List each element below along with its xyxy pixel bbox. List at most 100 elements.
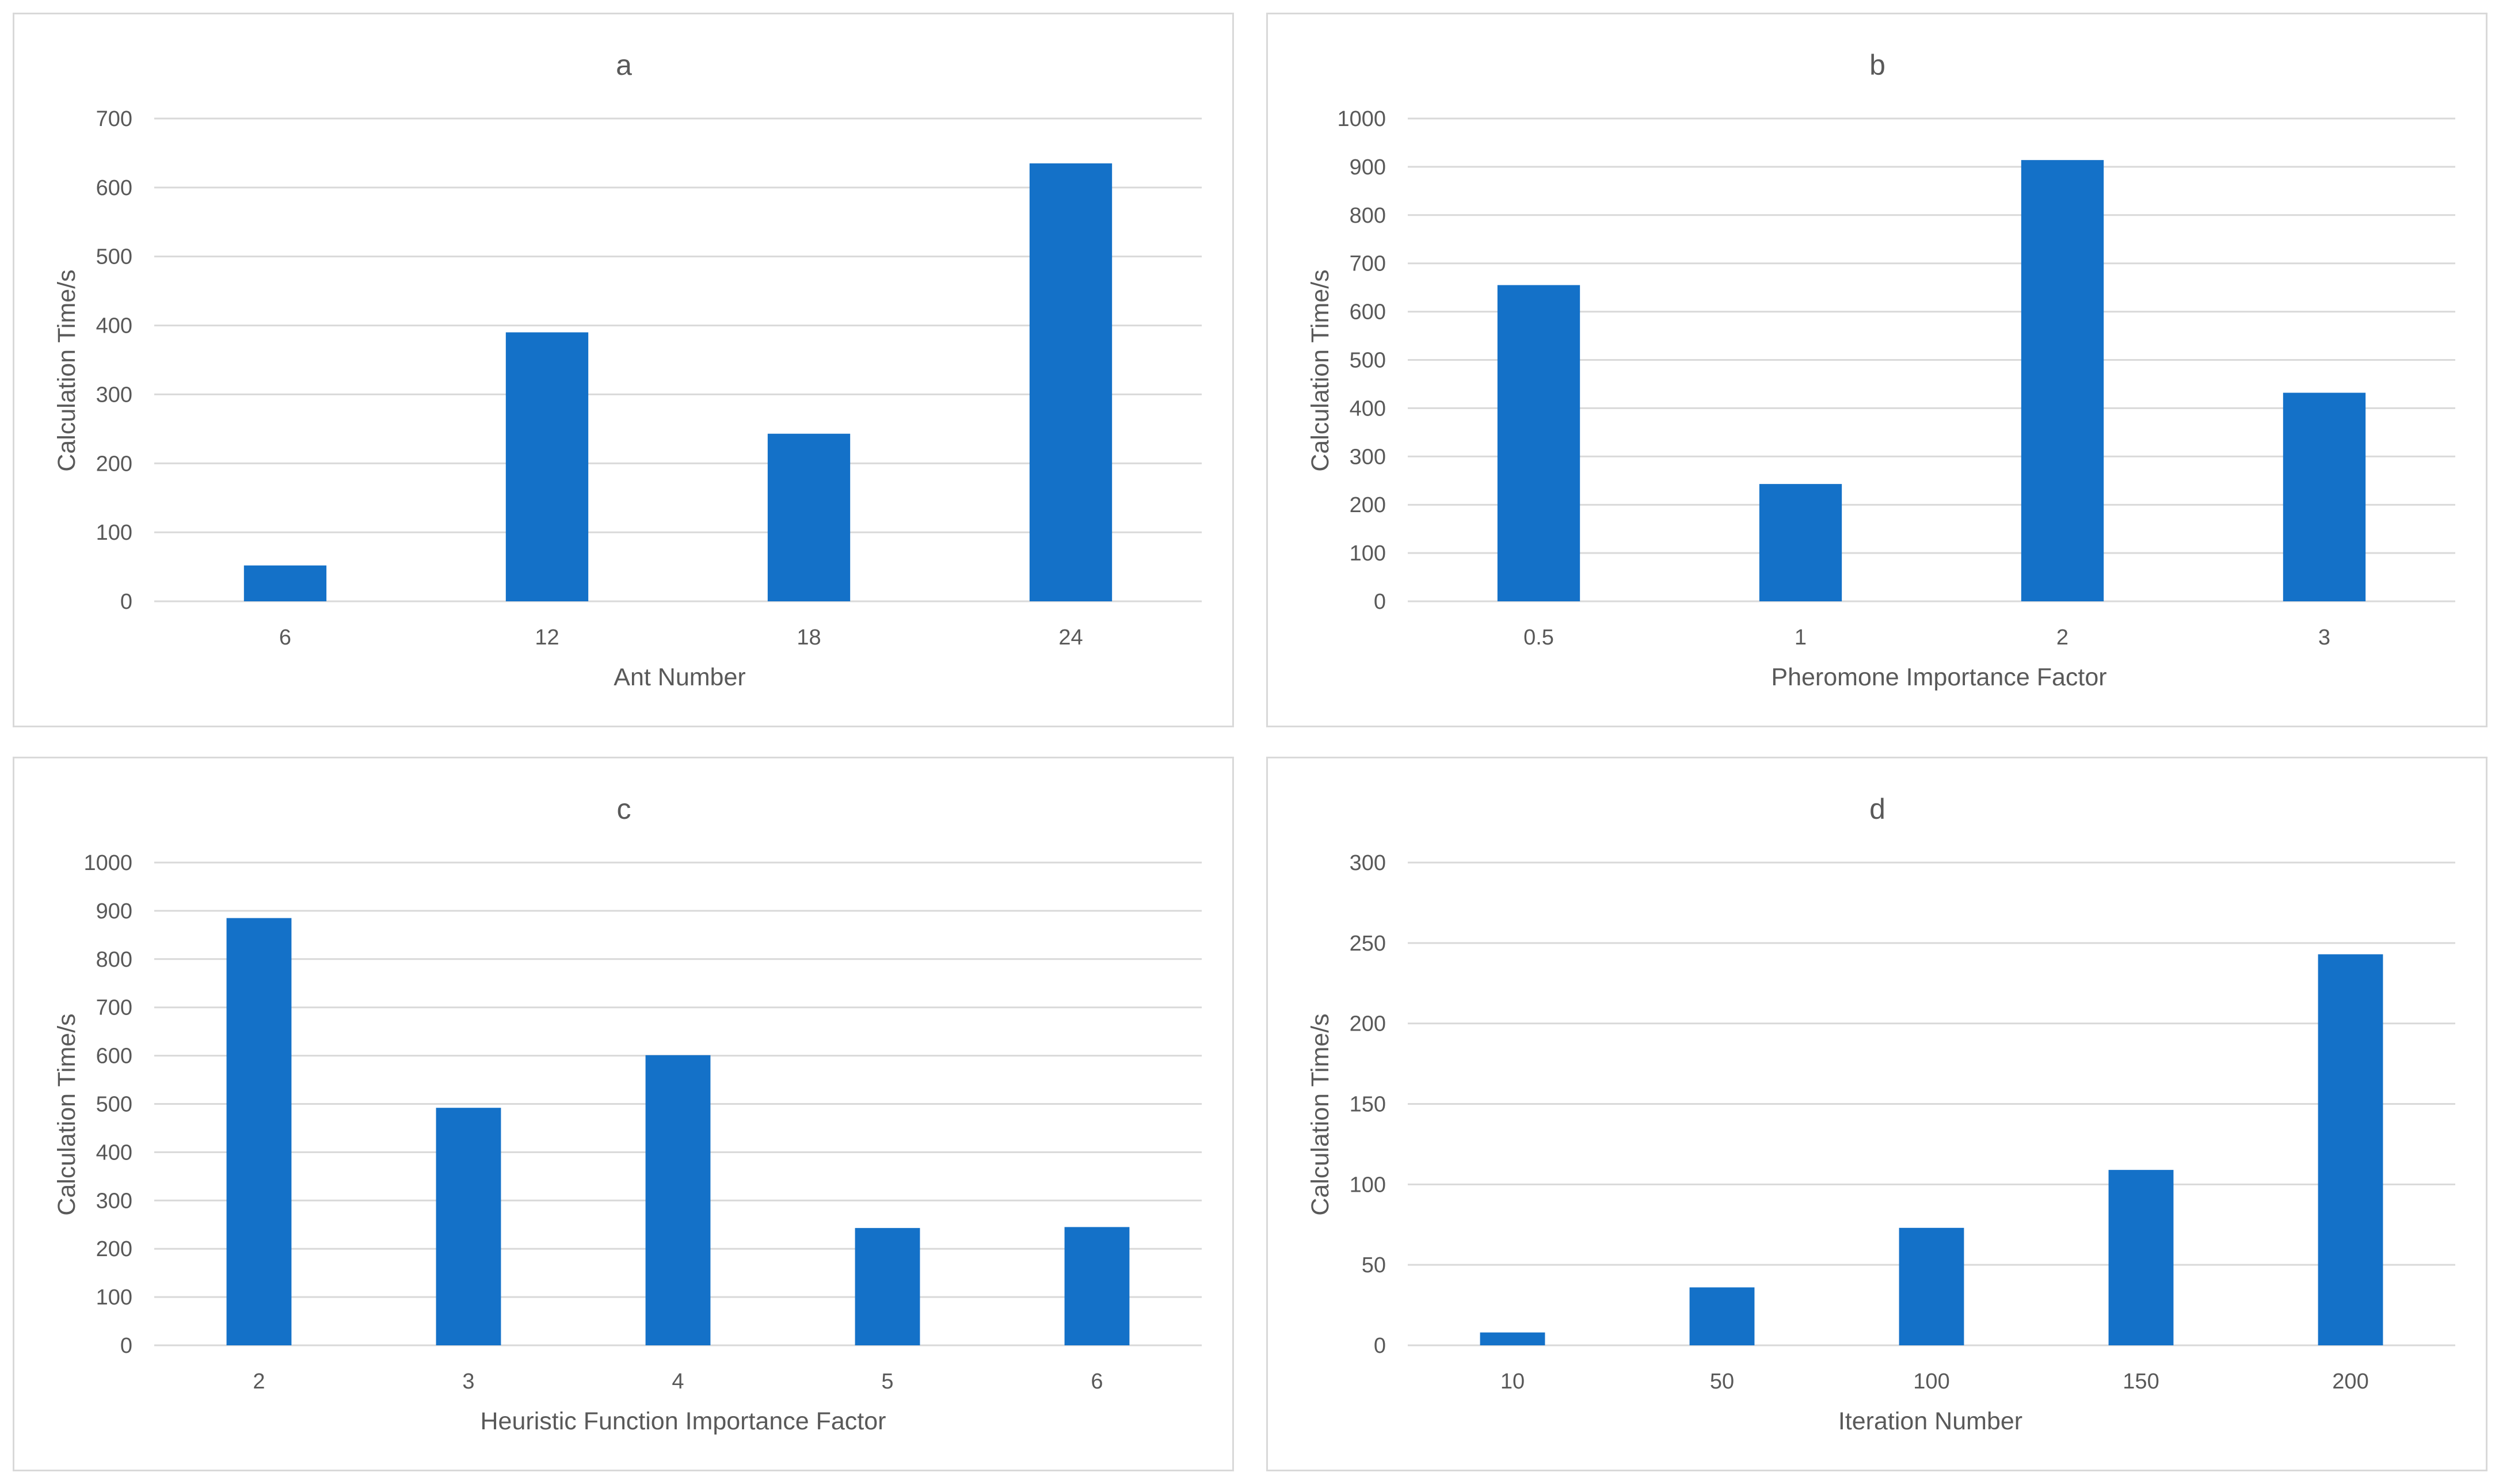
y-axis-label: Calculation Time/s xyxy=(53,1013,81,1215)
bar-2 xyxy=(2021,160,2104,601)
chart-panel-c: c Calculation Time/s Heuristic Function … xyxy=(13,757,1234,1471)
y-tick-label: 600 xyxy=(96,176,132,200)
bars xyxy=(1497,160,2366,602)
chart-title: b xyxy=(1869,49,1885,81)
gridlines xyxy=(1408,117,2455,602)
chart-a: a Calculation Time/s Ant Number 0 100 200 3… xyxy=(53,49,1202,691)
y-tick-label: 400 xyxy=(96,1140,132,1165)
x-tick-label: 10 xyxy=(1500,1369,1525,1394)
y-tick-label: 0 xyxy=(120,590,132,614)
y-axis-label: Calculation Time/s xyxy=(53,269,81,471)
x-tick-label: 6 xyxy=(1091,1369,1103,1394)
y-tick-label: 900 xyxy=(96,899,132,924)
bar-12 xyxy=(505,332,589,601)
bar-100 xyxy=(1899,1227,1964,1345)
y-tick-label: 1000 xyxy=(1337,107,1386,131)
chart-title: d xyxy=(1869,793,1885,825)
bar-3 xyxy=(436,1108,501,1345)
x-tick-labels: 0.5 1 2 3 xyxy=(1523,625,2330,650)
y-tick-label: 150 xyxy=(1350,1093,1386,1117)
bar-1 xyxy=(1759,484,1842,601)
y-tick-label: 700 xyxy=(96,996,132,1020)
x-axis-label: Pheromone Importance Factor xyxy=(1771,663,2106,691)
y-tick-label: 300 xyxy=(96,383,132,407)
chart-d: d Calculation Time/s Iteration Number 0 5… xyxy=(1306,793,2455,1435)
x-tick-label: 1 xyxy=(1795,625,1807,650)
y-tick-label: 500 xyxy=(96,1093,132,1117)
bar-24 xyxy=(1029,163,1113,602)
y-tick-label: 400 xyxy=(96,314,132,338)
bar-6 xyxy=(1064,1227,1130,1345)
x-tick-label: 3 xyxy=(462,1369,474,1394)
y-tick-label: 200 xyxy=(96,1237,132,1261)
x-tick-label: 3 xyxy=(2318,625,2330,650)
y-tick-label: 100 xyxy=(1350,541,1386,566)
x-tick-label: 50 xyxy=(1710,1369,1734,1394)
y-tick-label: 200 xyxy=(1350,493,1386,517)
y-tick-label: 0 xyxy=(120,1334,132,1358)
bar-3 xyxy=(2283,392,2366,601)
y-tick-label: 600 xyxy=(96,1044,132,1069)
chart-title: a xyxy=(616,49,632,81)
y-tick-label: 800 xyxy=(96,948,132,972)
y-tick-label: 300 xyxy=(96,1189,132,1213)
y-tick-label: 300 xyxy=(1350,851,1386,875)
bars xyxy=(226,918,1130,1345)
bars xyxy=(1480,954,2383,1345)
y-tick-labels: 0 100 200 300 400 500 600 700 800 900 1000 xyxy=(1337,107,1386,614)
y-tick-label: 500 xyxy=(96,245,132,269)
x-tick-label: 150 xyxy=(2123,1369,2159,1394)
y-tick-label: 200 xyxy=(1350,1012,1386,1036)
y-tick-label: 100 xyxy=(96,521,132,545)
bar-4 xyxy=(645,1055,711,1345)
y-tick-label: 0 xyxy=(1374,1334,1386,1358)
x-tick-label: 24 xyxy=(1058,625,1083,650)
bar-18 xyxy=(767,433,851,601)
chart-panel-a: a Calculation Time/s Ant Number 0 100 200 3… xyxy=(13,13,1234,727)
y-tick-label: 600 xyxy=(1350,300,1386,325)
x-tick-labels: 2 3 4 5 6 xyxy=(253,1369,1103,1394)
x-axis-label: Ant Number xyxy=(614,663,745,691)
x-tick-label: 100 xyxy=(1913,1369,1949,1394)
y-tick-label: 800 xyxy=(1350,204,1386,228)
x-axis-label: Heuristic Function Importance Factor xyxy=(481,1407,886,1435)
y-tick-label: 100 xyxy=(1350,1173,1386,1197)
x-tick-label: 2 xyxy=(2056,625,2068,650)
bar-200 xyxy=(2318,954,2383,1345)
bar-150 xyxy=(2108,1170,2174,1345)
y-tick-label: 100 xyxy=(96,1285,132,1310)
y-tick-label: 500 xyxy=(1350,349,1386,373)
y-tick-label: 250 xyxy=(1350,932,1386,956)
bar-5 xyxy=(855,1228,920,1345)
x-tick-label: 12 xyxy=(535,625,559,650)
y-tick-label: 300 xyxy=(1350,445,1386,469)
x-tick-label: 2 xyxy=(253,1369,265,1394)
bar-50 xyxy=(1689,1287,1755,1345)
x-tick-label: 200 xyxy=(2332,1369,2368,1394)
chart-panel-b: b Calculation Time/s Pheromone Importanc… xyxy=(1266,13,2487,727)
y-axis-label: Calculation Time/s xyxy=(1306,269,1334,471)
y-tick-label: 900 xyxy=(1350,155,1386,180)
x-tick-labels: 6 12 18 24 xyxy=(279,625,1083,650)
y-tick-labels: 0 100 200 300 400 500 600 700 800 900 1000 xyxy=(83,851,132,1358)
y-tick-label: 0 xyxy=(1374,590,1386,614)
bar-6 xyxy=(243,565,327,601)
bar-0.5 xyxy=(1497,285,1580,602)
chart-title: c xyxy=(617,793,631,825)
bars xyxy=(243,163,1113,602)
y-tick-label: 1000 xyxy=(83,851,132,875)
y-tick-label: 700 xyxy=(96,107,132,131)
x-tick-label: 4 xyxy=(672,1369,684,1394)
bar-10 xyxy=(1480,1332,1545,1345)
x-tick-label: 6 xyxy=(279,625,291,650)
x-tick-label: 0.5 xyxy=(1523,625,1554,650)
bar-2 xyxy=(226,918,292,1345)
chart-b: b Calculation Time/s Pheromone Importanc… xyxy=(1306,49,2455,691)
y-axis-label: Calculation Time/s xyxy=(1306,1013,1334,1215)
x-tick-labels: 10 50 100 150 200 xyxy=(1500,1369,2369,1394)
gridlines xyxy=(154,117,1202,602)
y-tick-label: 400 xyxy=(1350,396,1386,421)
y-tick-label: 200 xyxy=(96,452,132,476)
y-tick-labels: 0 50 100 150 200 250 300 xyxy=(1350,851,1386,1358)
x-tick-label: 18 xyxy=(797,625,821,650)
